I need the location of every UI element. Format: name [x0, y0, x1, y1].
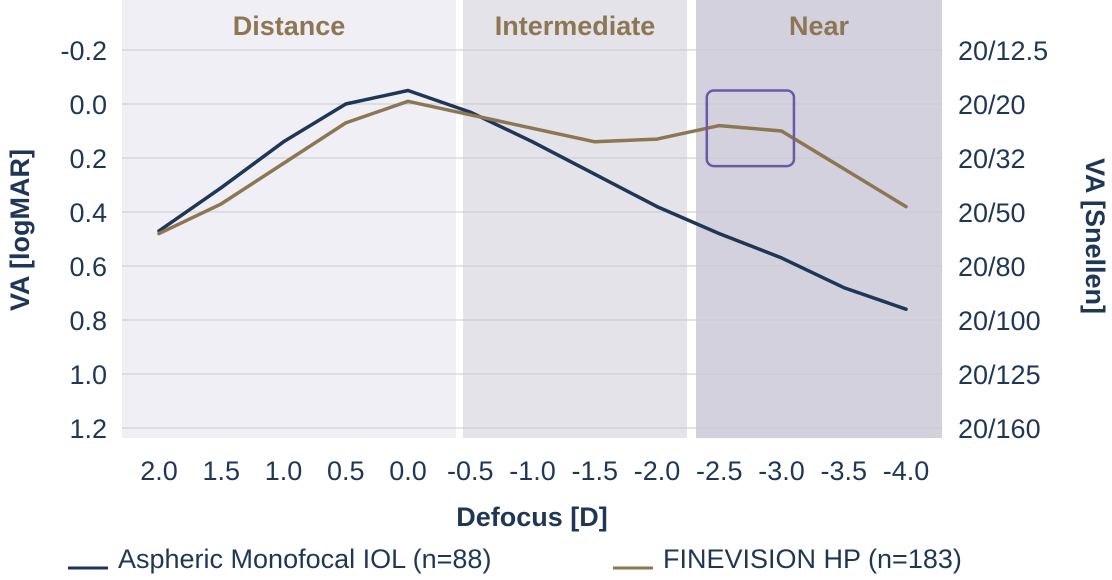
series-0-point [219, 186, 223, 190]
series-1-point [157, 232, 161, 236]
series-0-point [406, 88, 410, 93]
series-0-point [344, 102, 348, 106]
series-0-point [281, 140, 286, 144]
y2-tick-label: 20/125 [958, 360, 1041, 390]
y2-axis-label: VA [Snellen] [1080, 158, 1110, 314]
series-0-point [593, 172, 597, 176]
series-0-point [904, 307, 908, 311]
zone-intermediate-label: Intermediate [495, 11, 656, 41]
series-1-point [344, 121, 348, 125]
y-tick-label: 0.0 [69, 90, 107, 120]
zone-near-band [696, 0, 942, 438]
zone-distance-band [122, 0, 456, 438]
series-1-point [655, 137, 659, 141]
y2-tick-label: 20/12.5 [958, 36, 1048, 66]
x-tick-label: -3.0 [758, 456, 805, 486]
zone-intermediate-band [463, 0, 687, 438]
x-tick-label: 0.5 [327, 456, 365, 486]
series-0-point [779, 256, 784, 260]
x-tick-label: 1.0 [265, 456, 303, 486]
series-1-point [717, 124, 721, 128]
series-1-point [593, 140, 597, 144]
series-1-point [406, 99, 410, 103]
zone-near-label: Near [789, 11, 850, 41]
series-0-point [842, 286, 846, 290]
y2-tick-label: 20/50 [958, 198, 1026, 228]
y2-tick-label: 20/160 [958, 414, 1041, 444]
y2-tick-label: 20/80 [958, 252, 1026, 282]
y2-tick-label: 20/32 [958, 144, 1026, 174]
series-0-point [717, 232, 721, 236]
series-1-point [904, 205, 908, 209]
y2-tick-label: 20/20 [958, 90, 1026, 120]
x-tick-label: -1.5 [571, 456, 618, 486]
y-tick-label: 1.2 [69, 414, 107, 444]
series-0-point [530, 140, 535, 144]
x-tick-label: 2.0 [140, 456, 178, 486]
legend-entry-0: Aspheric Monofocal IOL (n=88) [118, 544, 491, 574]
series-1-point [530, 126, 535, 130]
x-tick-label: -2.0 [634, 456, 681, 486]
y-tick-label: 1.0 [69, 360, 107, 390]
y-tick-label: 0.8 [69, 306, 107, 336]
y-axis-label: VA [logMAR] [5, 149, 35, 311]
near-highlight-box [705, 89, 796, 168]
y2-tick-label: 20/100 [958, 306, 1041, 336]
legend-entry-1: FINEVISION HP (n=183) [663, 544, 962, 574]
x-tick-label: -2.5 [696, 456, 743, 486]
series-1-point [779, 129, 784, 133]
y-tick-label: 0.6 [69, 252, 107, 282]
series-0-point [655, 205, 659, 209]
x-axis-label: Defocus [D] [456, 502, 608, 532]
x-tick-label: -4.0 [883, 456, 930, 486]
y-tick-label: 0.4 [69, 198, 107, 228]
series-1-point [281, 161, 286, 165]
x-tick-label: -3.5 [820, 456, 867, 486]
y-tick-label: -0.2 [60, 36, 107, 66]
series-1-point [468, 113, 472, 117]
x-tick-label: -1.0 [509, 456, 556, 486]
y-tick-label: 0.2 [69, 144, 107, 174]
series-1-point [219, 202, 223, 206]
x-tick-label: 1.5 [202, 456, 240, 486]
zone-distance-label: Distance [233, 11, 346, 41]
x-tick-label: -0.5 [447, 456, 494, 486]
x-tick-label: 0.0 [389, 456, 427, 486]
series-1-point [842, 167, 846, 171]
